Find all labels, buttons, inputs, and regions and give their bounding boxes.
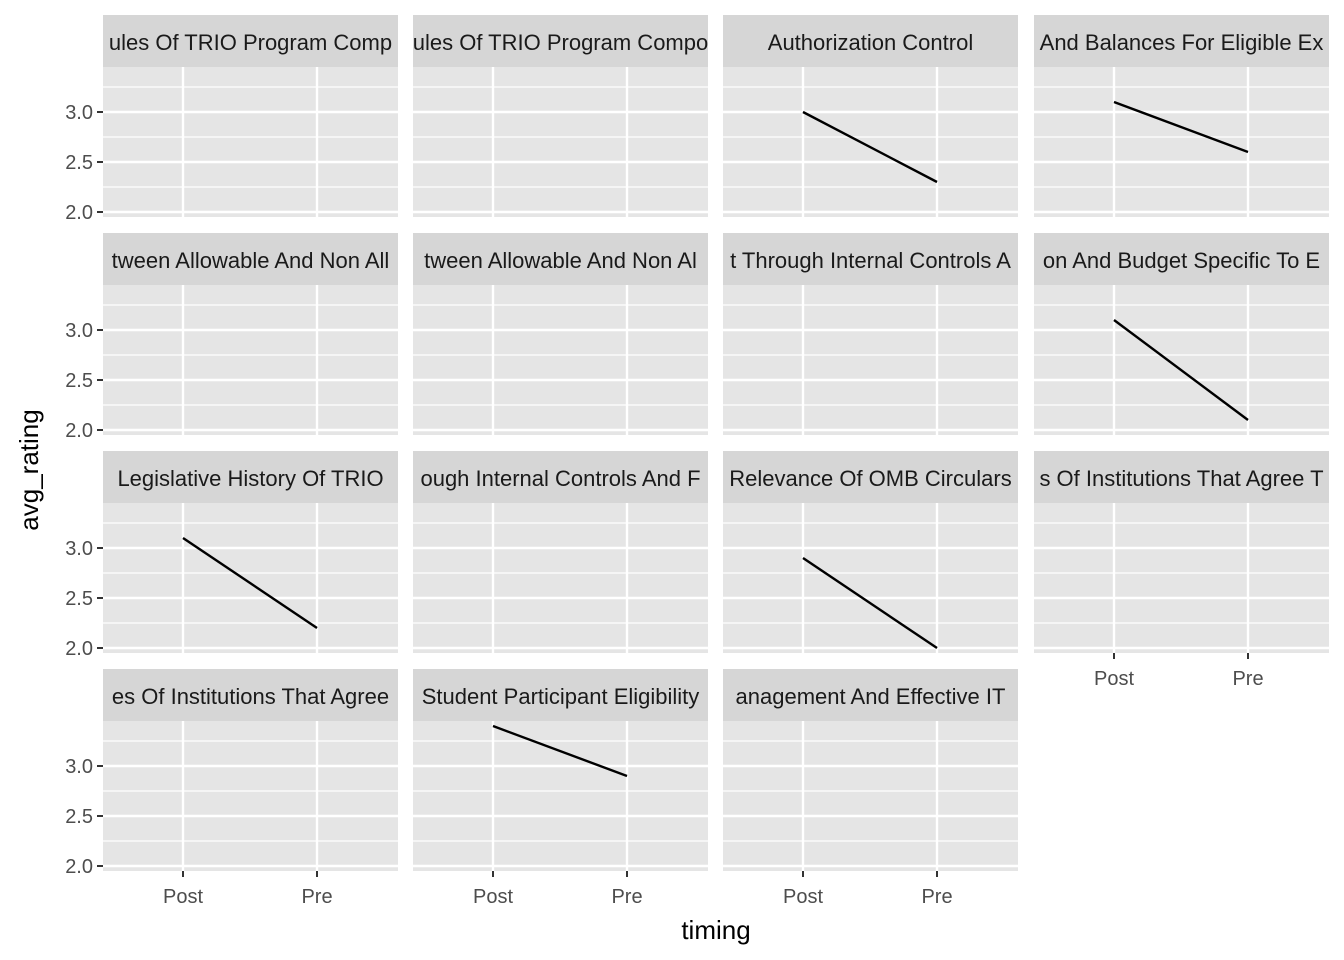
x-tick-label: Pre	[301, 886, 332, 908]
y-tick-label: 2.0	[65, 420, 93, 442]
facet-strip	[413, 15, 708, 67]
facet-title: tween Allowable And Non Al	[424, 248, 697, 273]
facet-title: t Through Internal Controls A	[730, 248, 1011, 273]
y-tick-label: 2.5	[65, 370, 93, 392]
facet-title: es Of Institutions That Agree	[112, 684, 389, 709]
facet-panel: on And Budget Specific To E	[1034, 233, 1329, 435]
series-line	[182, 537, 318, 629]
series-line	[802, 110, 938, 184]
facet-strip	[103, 451, 398, 503]
facet-panel: And Balances For Eligible Ex	[1034, 15, 1329, 217]
facet-strip	[413, 233, 708, 285]
panel-background	[103, 721, 398, 871]
facet-strip	[413, 669, 708, 721]
series-line	[802, 557, 938, 649]
facet-strip	[103, 669, 398, 721]
facet-title: Student Participant Eligibility	[422, 684, 700, 709]
x-tick-label: Post	[473, 886, 513, 908]
x-tick-label: Post	[783, 886, 823, 908]
facet-title: And Balances For Eligible Ex	[1040, 30, 1324, 55]
x-axis-title: timing	[681, 915, 750, 945]
facet-strip	[1034, 233, 1329, 285]
series-line	[1113, 100, 1249, 154]
panel-background	[723, 285, 1018, 435]
panel-background	[103, 503, 398, 653]
facet-title: Relevance Of OMB Circulars	[729, 466, 1011, 491]
facet-title: Legislative History Of TRIO	[117, 466, 383, 491]
facet-title: ough Internal Controls And F	[420, 466, 700, 491]
y-tick-label: 3.0	[65, 320, 93, 342]
facet-strip	[1034, 451, 1329, 503]
facet-strip	[413, 451, 708, 503]
facet-strip	[1034, 15, 1329, 67]
panel-background	[413, 67, 708, 217]
facet-strip	[103, 15, 398, 67]
facet-strip	[723, 15, 1018, 67]
y-tick-label: 3.0	[65, 538, 93, 560]
facet-panel: anagement And Effective IT Post Pre	[723, 669, 1018, 908]
panel-background	[103, 285, 398, 435]
y-tick-label: 2.0	[65, 856, 93, 878]
panel-background	[1034, 67, 1329, 217]
facet-title: anagement And Effective IT	[736, 684, 1006, 709]
facet-panel: ough Internal Controls And F	[413, 451, 708, 653]
x-tick-label: Post	[163, 886, 203, 908]
facet-strip	[723, 451, 1018, 503]
facet-strip	[103, 233, 398, 285]
x-tick-label: Pre	[921, 886, 952, 908]
facet-strip	[723, 233, 1018, 285]
facet-title: s Of Institutions That Agree T	[1039, 466, 1323, 491]
facet-title: Authorization Control	[768, 30, 973, 55]
facet-panel: t Through Internal Controls A	[723, 233, 1018, 435]
panel-background	[1034, 285, 1329, 435]
x-tick-label: Post	[1094, 668, 1134, 690]
x-tick-label: Pre	[1232, 668, 1263, 690]
facet-panel: ules Of TRIO Program Comp 2.0 2.5 3.0	[65, 15, 398, 224]
facet-title: tween Allowable And Non All	[112, 248, 390, 273]
panel-background	[413, 285, 708, 435]
facet-panel: Authorization Control	[723, 15, 1018, 217]
y-tick-label: 2.0	[65, 202, 93, 224]
panel-background	[723, 67, 1018, 217]
y-tick-label: 2.5	[65, 152, 93, 174]
y-tick-label: 3.0	[65, 756, 93, 778]
facet-title: ules Of TRIO Program Comp	[109, 30, 392, 55]
y-tick-label: 2.5	[65, 806, 93, 828]
y-tick-label: 2.5	[65, 588, 93, 610]
facet-panel: tween Allowable And Non Al	[413, 233, 708, 435]
facet-panel: tween Allowable And Non All 2.0 2.5 3.0	[65, 233, 398, 442]
y-tick-label: 3.0	[65, 102, 93, 124]
facet-panel: Legislative History Of TRIO 2.0 2.5 3.0	[65, 451, 398, 660]
x-tick-label: Pre	[611, 886, 642, 908]
facet-title: ules Of TRIO Program Compo	[413, 30, 708, 55]
facet-panel: Relevance Of OMB Circulars	[723, 451, 1018, 653]
panel-background	[413, 503, 708, 653]
panel-background	[1034, 503, 1329, 653]
panel-background	[103, 67, 398, 217]
panel-background	[413, 721, 708, 871]
facet-panel: Student Participant Eligibility Post Pre	[413, 669, 708, 908]
facet-panel: es Of Institutions That Agree 2.0 2.5 3.0 Po…	[65, 669, 398, 908]
series-line	[492, 724, 628, 778]
facet-strip	[723, 669, 1018, 721]
facet-title: on And Budget Specific To E	[1043, 248, 1320, 273]
panel-background	[723, 721, 1018, 871]
series-line	[1113, 319, 1249, 421]
panel-background	[723, 503, 1018, 653]
facet-panel: ules Of TRIO Program Compo	[413, 15, 708, 217]
facet-panel: s Of Institutions That Agree T Post Pre	[1034, 451, 1329, 690]
y-tick-label: 2.0	[65, 638, 93, 660]
y-axis-title: avg_rating	[14, 409, 44, 530]
